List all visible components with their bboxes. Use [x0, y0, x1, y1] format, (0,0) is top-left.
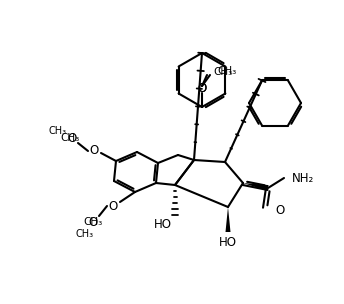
Text: CH₃: CH₃ [49, 126, 67, 136]
Text: O: O [67, 133, 77, 146]
Text: O: O [108, 199, 118, 212]
Polygon shape [243, 183, 269, 191]
Text: CH₃: CH₃ [76, 229, 94, 239]
Text: O: O [89, 144, 99, 157]
Text: O: O [88, 216, 98, 229]
Text: HO: HO [219, 237, 237, 250]
Text: HO: HO [154, 219, 172, 232]
Text: CH₃: CH₃ [213, 67, 232, 77]
Text: O: O [197, 82, 207, 95]
Text: CH₃: CH₃ [217, 66, 236, 76]
Text: CH₃: CH₃ [83, 217, 103, 227]
Polygon shape [226, 207, 230, 232]
Text: O: O [275, 203, 284, 216]
Text: CH₃: CH₃ [61, 133, 79, 143]
Text: O: O [197, 82, 207, 95]
Text: NH₂: NH₂ [292, 171, 314, 185]
